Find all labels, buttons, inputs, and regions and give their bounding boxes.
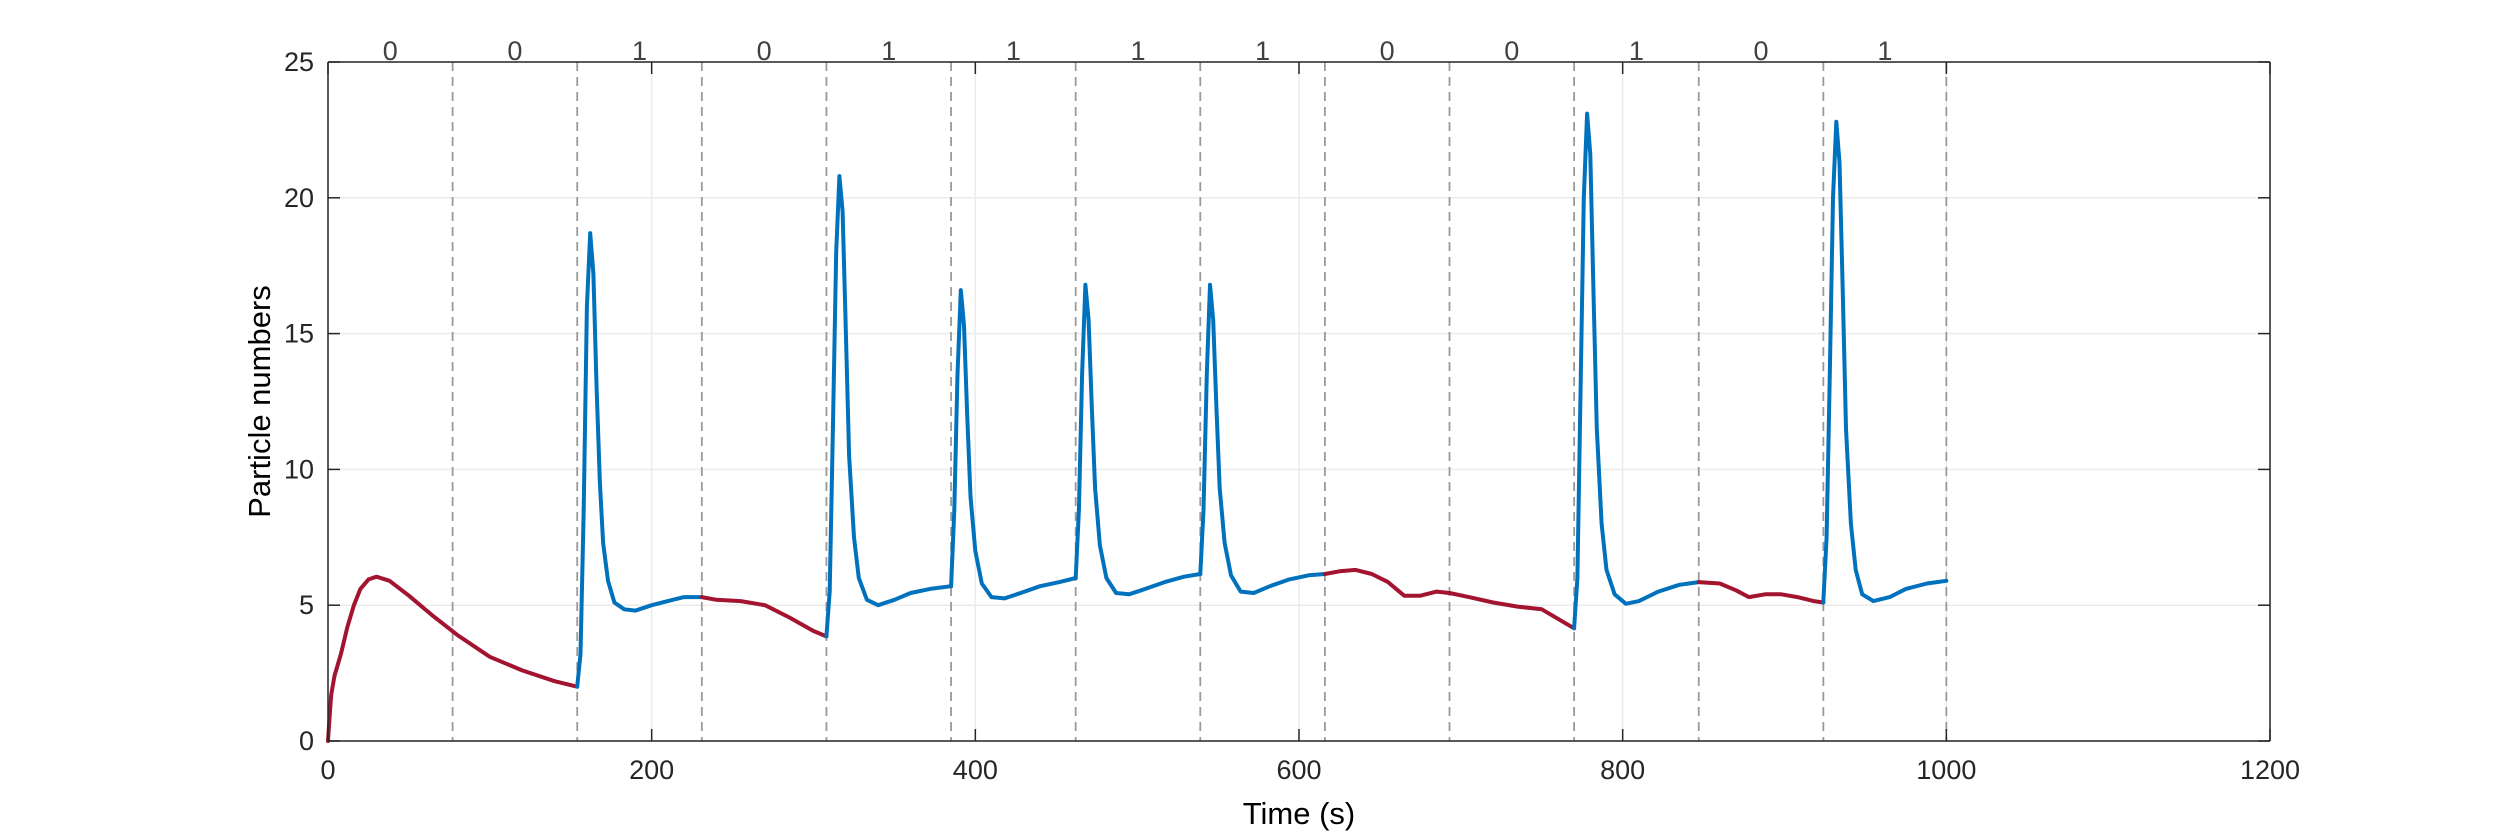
x-axis-title: Time (s): [1243, 796, 1356, 831]
series-line-9: [1572, 111, 1701, 631]
bit-label: 0: [757, 36, 772, 66]
series-line-3: [699, 595, 829, 639]
series-line-7: [1198, 282, 1327, 595]
series-line-10: [1696, 580, 1826, 605]
bit-label: 1: [1006, 36, 1021, 66]
bit-label: 1: [632, 36, 647, 66]
x-tick-label: 400: [953, 755, 998, 785]
y-tick-label: 25: [284, 47, 314, 77]
series-line-1: [326, 574, 580, 743]
y-tick-label: 20: [284, 183, 314, 213]
bit-label: 0: [383, 36, 398, 66]
y-tick-label: 0: [299, 726, 314, 756]
bit-label: 1: [1255, 36, 1270, 66]
bit-labels: 0 0 1 0 1 1 1 1 0 0 1 0 1: [383, 36, 1893, 66]
bit-label: 1: [1877, 36, 1892, 66]
tick-labels: 0 200 400 600 800 1000 1200 0 5 10 15 20 25: [284, 47, 2300, 785]
series-line-11: [1821, 119, 1949, 605]
y-tick-label: 10: [284, 454, 314, 484]
series-line-4: [824, 174, 954, 639]
bit-label: 0: [507, 36, 522, 66]
x-tick-label: 600: [1276, 755, 1321, 785]
axes: [327, 61, 2271, 742]
x-tick-label: 1200: [2240, 755, 2300, 785]
x-tick-label: 0: [320, 755, 335, 785]
series-line-2: [575, 231, 704, 689]
y-axis-title: Particle numbers: [242, 285, 277, 518]
bit-label: 1: [1130, 36, 1145, 66]
bit-label: 0: [1504, 36, 1519, 66]
bit-label: 1: [881, 36, 896, 66]
x-tick-label: 800: [1600, 755, 1645, 785]
grid-lines: [327, 61, 2271, 742]
series-line-6: [1073, 282, 1203, 597]
series-line-5: [949, 288, 1078, 601]
x-tick-label: 1000: [1916, 755, 1976, 785]
signal-series: [326, 111, 1949, 743]
bit-separators: [451, 62, 1948, 741]
y-tick-label: 15: [284, 319, 314, 349]
series-line-8: [1322, 567, 1577, 631]
x-tick-label: 200: [629, 755, 674, 785]
bit-label: 0: [1754, 36, 1769, 66]
bit-label: 1: [1629, 36, 1644, 66]
bit-label: 0: [1380, 36, 1395, 66]
y-tick-label: 5: [299, 590, 314, 620]
